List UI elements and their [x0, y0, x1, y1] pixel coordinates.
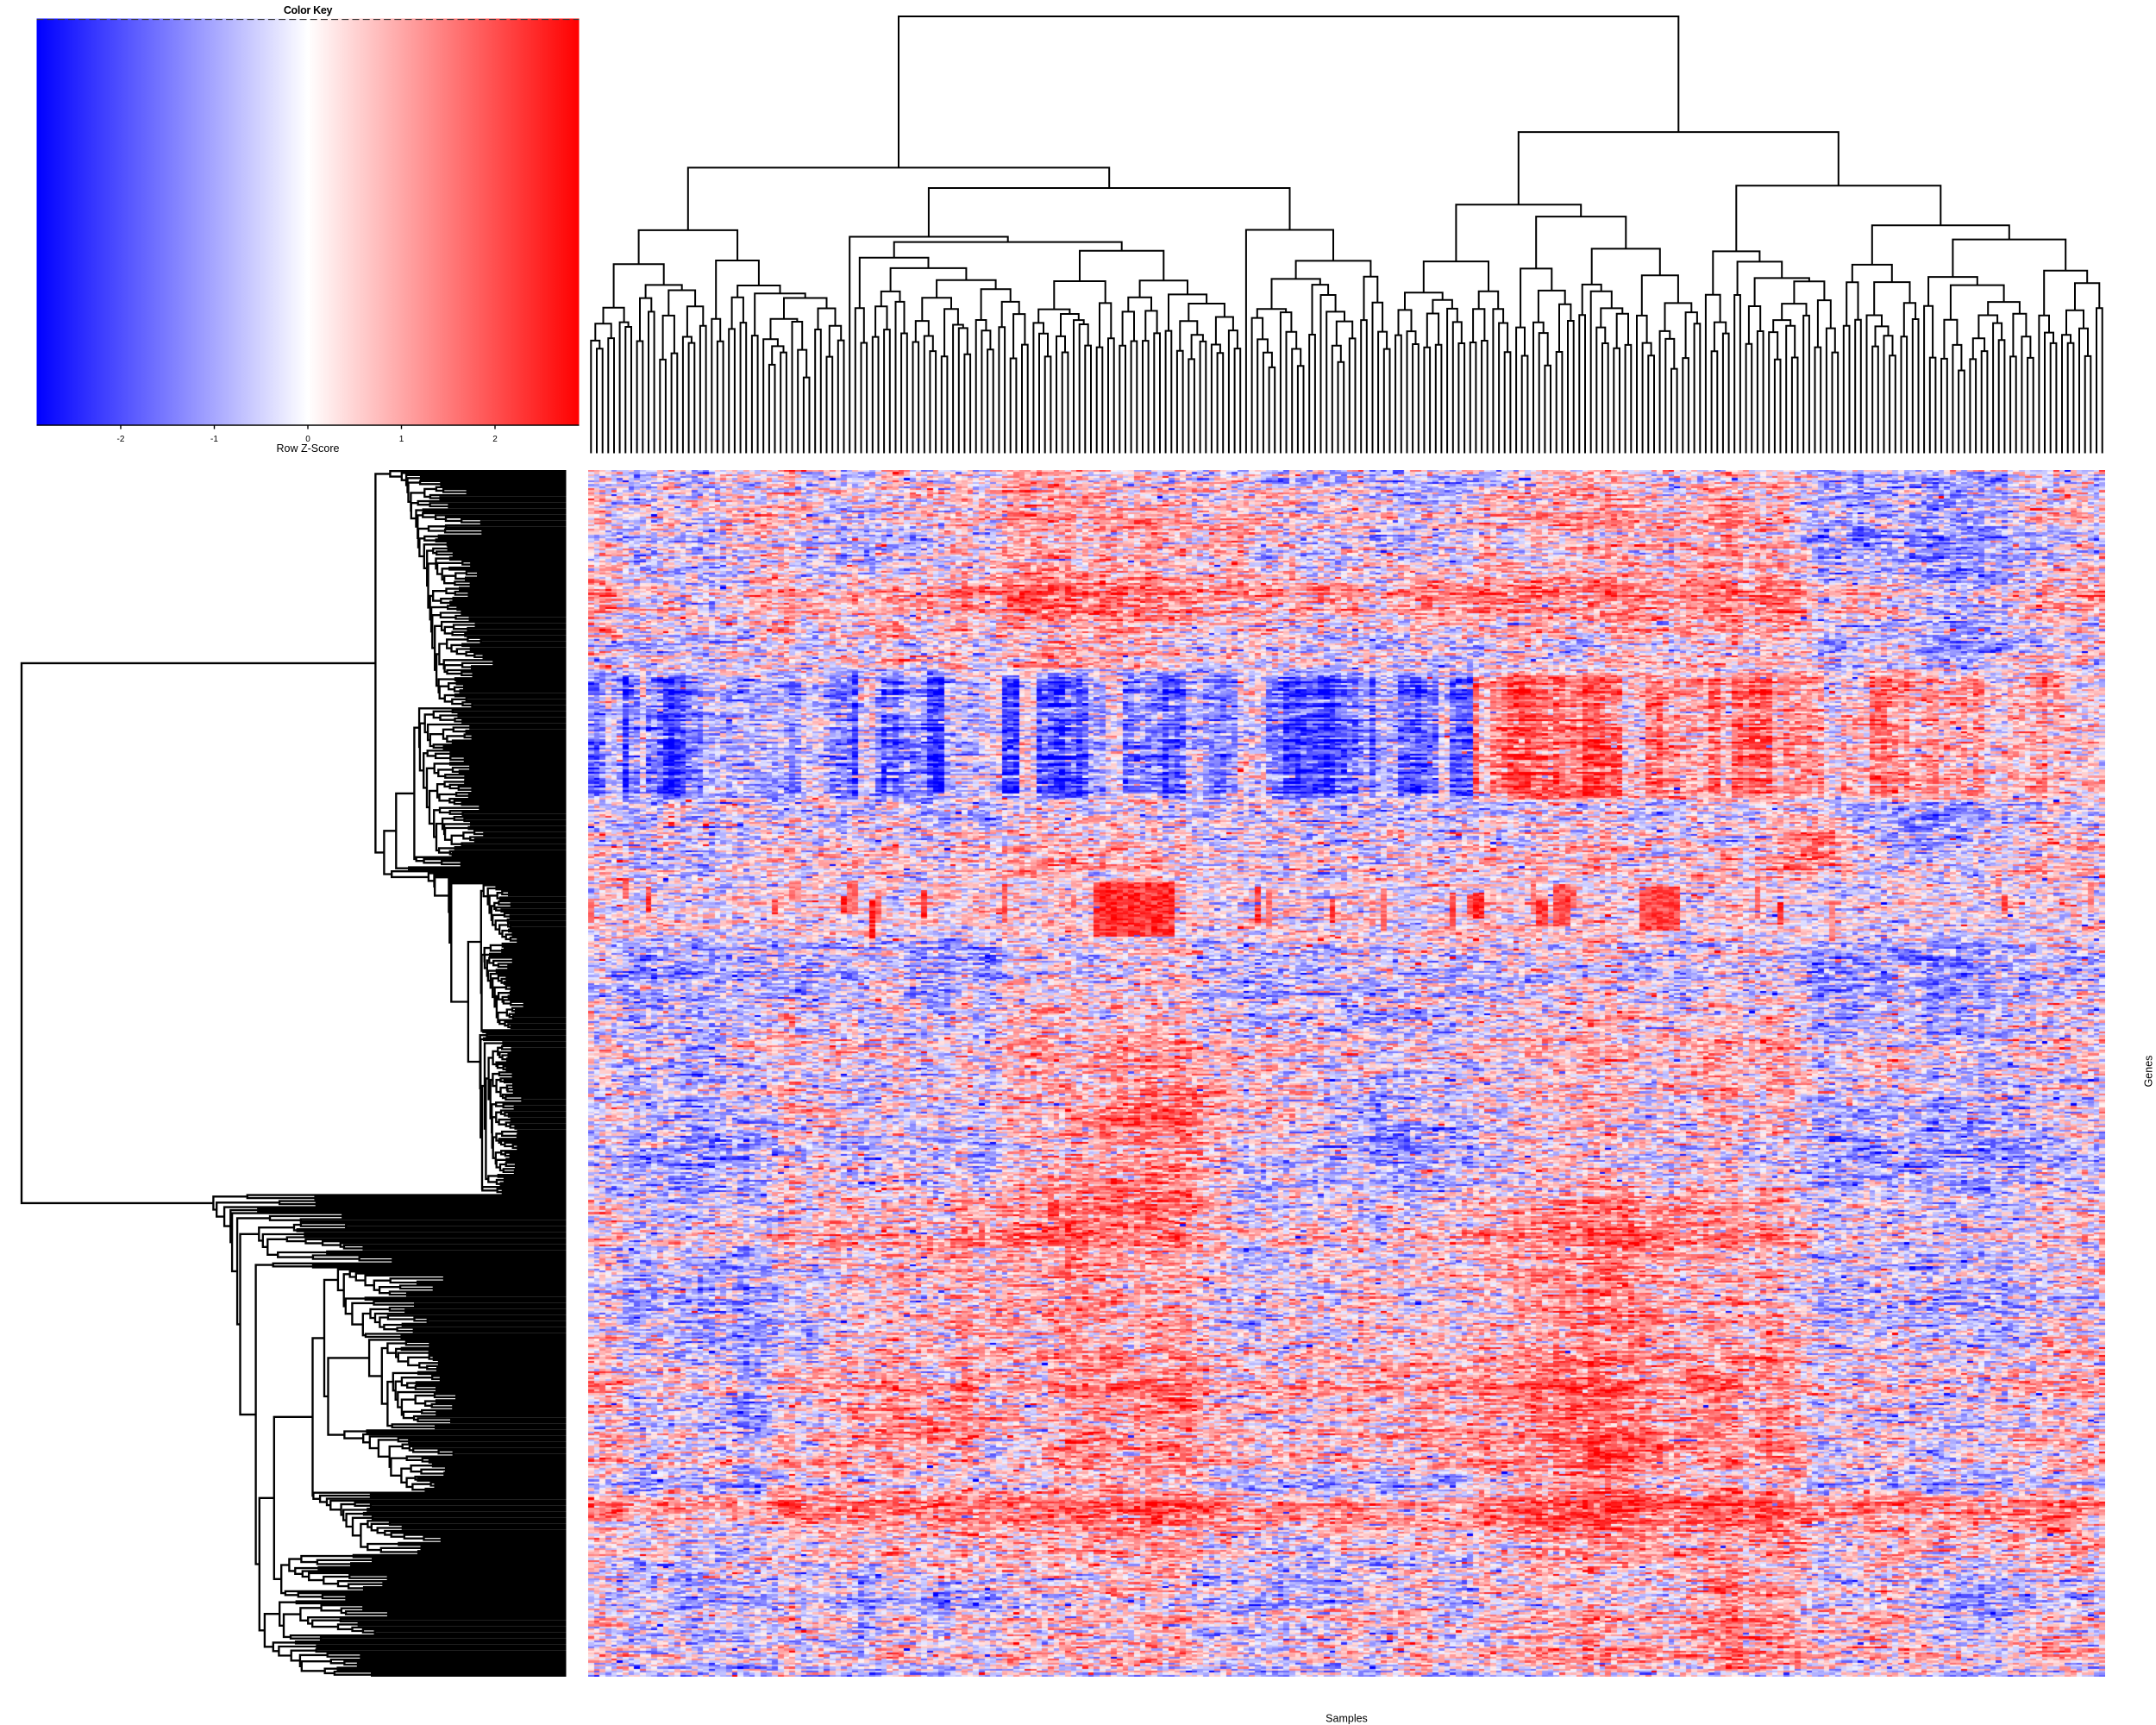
svg-text:-1: -1	[210, 435, 218, 444]
svg-text:Row Z-Score: Row Z-Score	[277, 442, 340, 455]
svg-text:0: 0	[305, 435, 310, 444]
svg-text:2: 2	[492, 435, 498, 444]
svg-text:Genes: Genes	[2143, 1056, 2155, 1088]
svg-text:-2: -2	[117, 435, 125, 444]
svg-text:Samples: Samples	[1326, 1713, 1368, 1725]
svg-text:1: 1	[399, 435, 404, 444]
svg-text:Color Key: Color Key	[284, 4, 333, 16]
